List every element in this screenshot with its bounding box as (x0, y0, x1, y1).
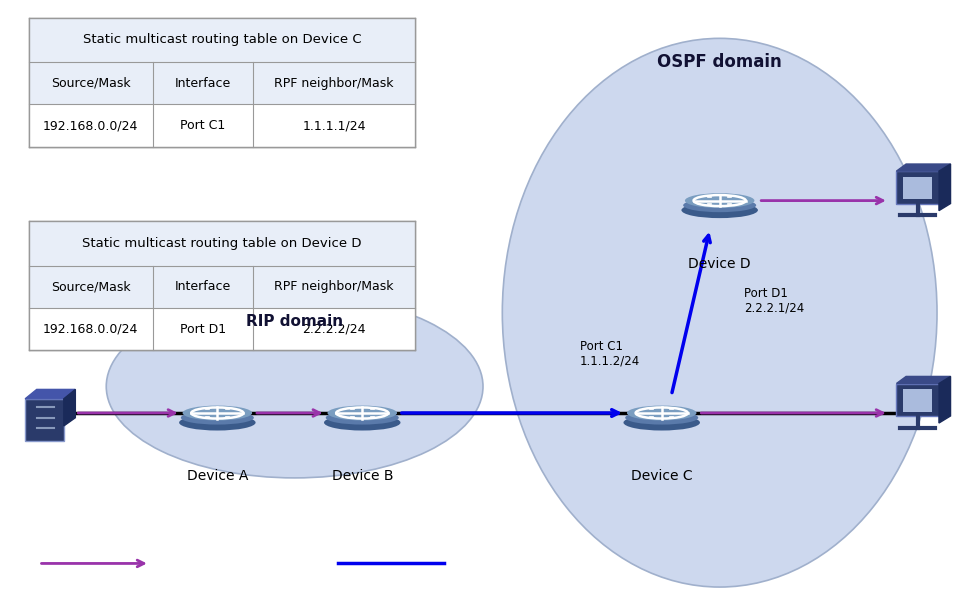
FancyBboxPatch shape (29, 221, 415, 350)
Text: Source/Mask: Source/Mask (51, 77, 130, 90)
Ellipse shape (625, 411, 698, 425)
Polygon shape (64, 389, 75, 426)
Text: Device D: Device D (689, 257, 751, 271)
FancyBboxPatch shape (29, 266, 415, 308)
Ellipse shape (623, 415, 700, 431)
Ellipse shape (685, 193, 754, 208)
Text: Static multicast routing table on Device C: Static multicast routing table on Device… (83, 33, 361, 47)
Text: Source/Mask: Source/Mask (51, 280, 130, 293)
Polygon shape (25, 389, 75, 399)
Text: 192.168.0.0/24: 192.168.0.0/24 (43, 323, 138, 336)
Text: Port C1: Port C1 (181, 119, 225, 132)
FancyBboxPatch shape (896, 171, 939, 204)
Ellipse shape (627, 405, 696, 421)
FancyBboxPatch shape (29, 221, 415, 266)
Ellipse shape (327, 405, 397, 421)
Text: RPF neighbor/Mask: RPF neighbor/Mask (274, 77, 394, 90)
FancyBboxPatch shape (29, 308, 415, 350)
FancyBboxPatch shape (896, 384, 939, 416)
Text: Interface: Interface (175, 280, 231, 293)
FancyBboxPatch shape (25, 399, 64, 441)
Text: 192.168.0.0/24: 192.168.0.0/24 (43, 119, 138, 132)
Ellipse shape (181, 411, 254, 425)
Text: Device B: Device B (331, 469, 393, 483)
Text: Static multicast routing table on Device D: Static multicast routing table on Device… (82, 237, 362, 250)
FancyBboxPatch shape (29, 62, 415, 104)
Ellipse shape (324, 415, 401, 431)
Ellipse shape (502, 38, 937, 587)
Ellipse shape (326, 411, 399, 425)
Text: OSPF domain: OSPF domain (657, 53, 782, 71)
Ellipse shape (106, 295, 483, 478)
Text: Interface: Interface (175, 77, 231, 90)
FancyBboxPatch shape (29, 18, 415, 147)
Text: RPF neighbor/Mask: RPF neighbor/Mask (274, 280, 394, 293)
Ellipse shape (683, 198, 756, 212)
Ellipse shape (183, 405, 252, 421)
Text: Device C: Device C (631, 469, 693, 483)
Text: 1.1.1.1/24: 1.1.1.1/24 (302, 119, 366, 132)
Polygon shape (939, 164, 951, 211)
FancyBboxPatch shape (29, 18, 415, 62)
Ellipse shape (681, 202, 758, 218)
FancyBboxPatch shape (903, 389, 932, 412)
Text: Port D1
2.2.2.1/24: Port D1 2.2.2.1/24 (744, 287, 804, 315)
Ellipse shape (179, 415, 256, 431)
Text: Device A: Device A (186, 469, 248, 483)
Text: Port C1
1.1.1.2/24: Port C1 1.1.1.2/24 (580, 340, 639, 368)
Polygon shape (896, 376, 951, 384)
Polygon shape (896, 164, 951, 171)
FancyBboxPatch shape (903, 177, 932, 199)
Text: RIP domain: RIP domain (246, 314, 343, 329)
Polygon shape (939, 376, 951, 423)
Text: Port D1: Port D1 (180, 323, 226, 336)
FancyBboxPatch shape (29, 104, 415, 147)
Text: 2.2.2.2/24: 2.2.2.2/24 (302, 323, 366, 336)
